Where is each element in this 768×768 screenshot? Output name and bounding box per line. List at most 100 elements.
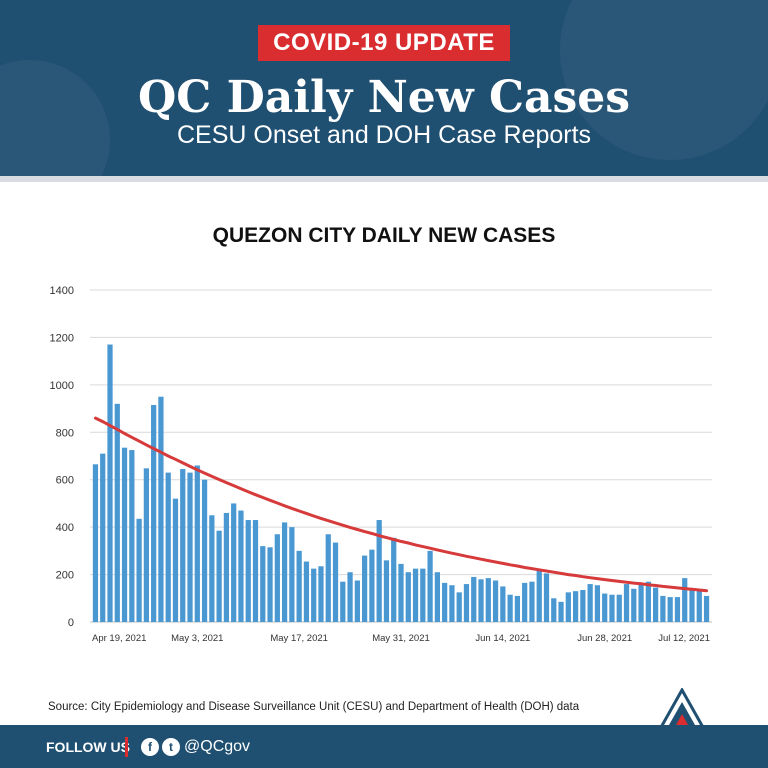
bar: [209, 515, 215, 622]
bar: [696, 589, 702, 622]
bar: [638, 584, 644, 622]
bar: [522, 582, 528, 622]
x-tick-label: Jun 14, 2021: [475, 633, 530, 644]
daily-cases-chart: 0 200 400 600 800 1000 1200 1400 Apr 19, 2021 Ma…: [50, 285, 712, 644]
x-tick-label: May 17, 2021: [270, 633, 328, 644]
bar: [252, 520, 259, 622]
bar: [121, 447, 128, 622]
x-tick-label: Jul 12, 2021: [658, 633, 710, 644]
bar: [536, 571, 542, 622]
bar: [172, 498, 179, 622]
bar: [492, 580, 499, 622]
y-tick-label: 0: [68, 617, 74, 629]
bar: [289, 527, 295, 622]
bar: [660, 595, 666, 622]
bar: [107, 344, 113, 622]
bar: [260, 546, 266, 622]
bar: [318, 566, 324, 622]
bar: [616, 594, 622, 622]
bar: [311, 568, 317, 622]
bar: [565, 592, 571, 622]
page-subtitle: CESU Onset and DOH Case Reports: [176, 121, 592, 149]
header-divider: [0, 176, 768, 182]
y-tick-label: 400: [56, 522, 74, 534]
facebook-icon[interactable]: f: [141, 738, 159, 756]
bar: [703, 595, 710, 622]
bar: [631, 588, 637, 622]
page-title: QC Daily New Cases: [137, 72, 631, 123]
y-tick-label: 1200: [50, 332, 74, 344]
bar: [92, 464, 99, 622]
trend-line: [94, 416, 708, 593]
follow-us-label: FOLLOW US: [46, 739, 130, 755]
bar: [485, 578, 491, 622]
bar: [478, 579, 484, 622]
bar: [245, 520, 251, 622]
x-tick-label: Jun 28, 2021: [577, 633, 632, 644]
bar: [201, 479, 208, 622]
bar: [391, 537, 397, 622]
bar: [551, 598, 557, 622]
bar: [303, 561, 310, 622]
bar: [471, 576, 477, 622]
bar: [165, 472, 171, 622]
bar: [114, 403, 120, 622]
bar: [609, 594, 615, 622]
bar: [100, 453, 106, 622]
bar: [151, 405, 157, 622]
bar: [281, 522, 288, 622]
social-handle[interactable]: @QCgov: [184, 738, 251, 755]
bar: [594, 585, 601, 622]
header-banner: COVID-19 UPDATE QC Daily New Cases CESU …: [0, 0, 768, 176]
bar: [362, 555, 368, 622]
bar: [405, 572, 411, 622]
bar: [194, 465, 200, 622]
y-tick-label: 600: [56, 475, 74, 487]
y-tick-label: 1000: [50, 380, 74, 392]
bar: [383, 560, 390, 622]
bar: [398, 563, 404, 622]
bar: [129, 450, 135, 622]
bar: [507, 594, 513, 622]
bar: [442, 582, 448, 622]
chart-title: QUEZON CITY DAILY NEW CASES: [212, 224, 556, 247]
bar: [216, 530, 222, 622]
bar: [238, 510, 244, 622]
bar: [587, 584, 593, 622]
bar: [682, 578, 688, 622]
bar: [572, 591, 579, 622]
y-tick-label: 800: [56, 427, 74, 439]
bar: [529, 581, 535, 622]
bar: [463, 584, 470, 622]
bar: [543, 573, 550, 622]
bar: [645, 581, 651, 622]
footer-separator: [125, 737, 128, 757]
footer-bar: FOLLOW US f t @QCgov: [0, 725, 768, 768]
bar: [369, 549, 375, 622]
bar: [514, 595, 521, 622]
bar: [136, 518, 142, 622]
x-tick-label: Apr 19, 2021: [92, 633, 146, 644]
bar: [653, 587, 659, 622]
x-tick-label: May 3, 2021: [171, 633, 223, 644]
bar: [674, 597, 681, 622]
bar: [500, 586, 506, 622]
y-tick-label: 200: [56, 570, 74, 582]
bar: [274, 534, 280, 622]
twitter-icon[interactable]: t: [162, 738, 180, 756]
bar: [347, 572, 353, 622]
bar: [158, 396, 164, 622]
bar: [354, 580, 360, 622]
bar: [325, 534, 331, 622]
bar: [434, 572, 440, 622]
bar: [623, 584, 630, 622]
bar: [376, 520, 382, 622]
bar: [296, 550, 302, 622]
bar: [456, 592, 462, 622]
bar: [231, 503, 237, 622]
bar: [667, 597, 673, 622]
bar: [449, 585, 455, 622]
bar: [427, 550, 433, 622]
bar: [187, 472, 193, 622]
bar: [420, 568, 426, 622]
